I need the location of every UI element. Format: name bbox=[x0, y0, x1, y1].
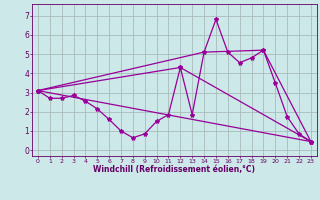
X-axis label: Windchill (Refroidissement éolien,°C): Windchill (Refroidissement éolien,°C) bbox=[93, 165, 255, 174]
